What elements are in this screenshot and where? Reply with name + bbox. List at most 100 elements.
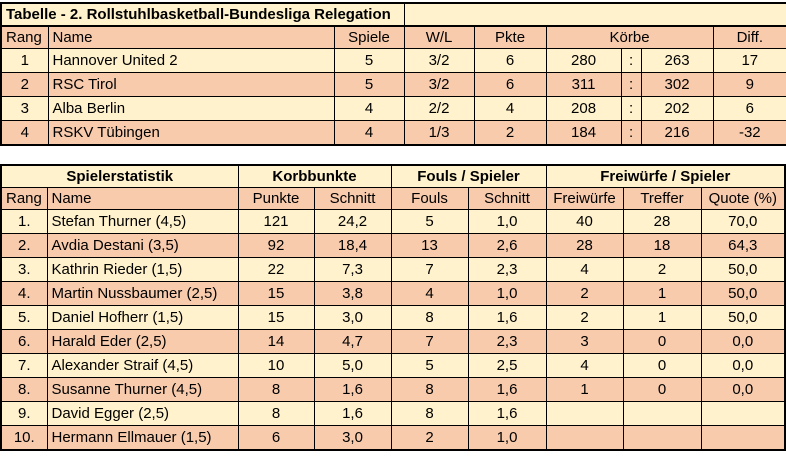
cell-fouls: 4 (390, 281, 469, 306)
table-row: 3 Alba Berlin 4 2/2 4 208 : 202 6 (0, 96, 786, 121)
cell-player-name: Avdia Destani (3,5) (46, 233, 239, 258)
cell-win-loss: 3/2 (403, 48, 475, 73)
header-baskets: Körbe (545, 25, 714, 49)
cell-freethrow-quote: 64,3 (700, 233, 786, 258)
cell-baskets-for: 280 (545, 48, 622, 73)
cell-points: 6 (473, 48, 547, 73)
cell-points-avg: 7,3 (313, 257, 392, 282)
cell-rank: 2. (0, 233, 48, 258)
cell-freethrows: 28 (545, 233, 624, 258)
cell-rank: 4. (0, 281, 48, 306)
cell-baskets-against: 302 (640, 72, 714, 97)
cell-fouls: 7 (390, 257, 469, 282)
header-fouls: Fouls (390, 187, 469, 210)
cell-freethrow-quote (700, 425, 786, 451)
cell-diff: 6 (712, 96, 786, 121)
header-games: Spiele (333, 25, 405, 49)
header-freethrows: Freiwürfe (545, 187, 624, 210)
cell-freethrow-quote: 0,0 (700, 377, 786, 402)
group-header-fouls: Fouls / Spieler (390, 164, 547, 188)
cell-freethrow-hits: 1 (622, 281, 702, 306)
header-diff: Diff. (712, 25, 786, 49)
cell-points-avg: 3,8 (313, 281, 392, 306)
cell-total-points: 121 (237, 209, 315, 234)
cell-player-name: Hermann Ellmauer (1,5) (46, 425, 239, 451)
cell-freethrow-hits: 28 (622, 209, 702, 234)
cell-fouls-avg: 1,0 (467, 209, 547, 234)
cell-baskets-for: 184 (545, 120, 622, 146)
cell-rank: 6. (0, 329, 48, 354)
cell-win-loss: 2/2 (403, 96, 475, 121)
cell-rank: 1 (0, 48, 49, 73)
cell-points-avg: 3,0 (313, 425, 392, 451)
cell-freethrows (545, 401, 624, 426)
cell-fouls: 13 (390, 233, 469, 258)
cell-player-name: Harald Eder (2,5) (46, 329, 239, 354)
cell-rank: 9. (0, 401, 48, 426)
stats-header-row: Rang Name Punkte Schnitt Fouls Schnitt F… (0, 187, 786, 210)
table-row: 4 RSKV Tübingen 4 1/3 2 184 : 216 -32 (0, 120, 786, 146)
cell-freethrow-quote: 50,0 (700, 281, 786, 306)
cell-freethrows (545, 425, 624, 451)
cell-diff: 9 (712, 72, 786, 97)
cell-diff: 17 (712, 48, 786, 73)
table-row: 2 RSC Tirol 5 3/2 6 311 : 302 9 (0, 72, 786, 97)
cell-points-avg: 18,4 (313, 233, 392, 258)
standings-table: Tabelle - 2. Rollstuhlbasketball-Bundesl… (0, 2, 786, 146)
table-row: 6. Harald Eder (2,5) 14 4,7 7 2,3 3 0 0,… (0, 329, 786, 354)
cell-fouls-avg: 2,6 (467, 233, 547, 258)
colon-separator: : (620, 72, 642, 97)
cell-freethrow-hits: 2 (622, 257, 702, 282)
cell-points: 2 (473, 120, 547, 146)
cell-freethrow-hits: 0 (622, 353, 702, 378)
cell-points-avg: 24,2 (313, 209, 392, 234)
colon-separator: : (620, 48, 642, 73)
colon-separator: : (620, 96, 642, 121)
cell-games: 4 (333, 96, 405, 121)
table-row: 1. Stefan Thurner (4,5) 121 24,2 5 1,0 4… (0, 209, 786, 234)
header-rank: Rang (0, 187, 48, 210)
table-row: 4. Martin Nussbaumer (2,5) 15 3,8 4 1,0 … (0, 281, 786, 306)
cell-rank: 3. (0, 257, 48, 282)
header-fouls-avg: Schnitt (467, 187, 547, 210)
cell-freethrows: 3 (545, 329, 624, 354)
cell-total-points: 8 (237, 401, 315, 426)
cell-fouls: 8 (390, 401, 469, 426)
group-header-basket-points: Korbbunkte (237, 164, 392, 188)
cell-freethrow-quote (700, 401, 786, 426)
header-player-name: Name (46, 187, 239, 210)
header-points-avg: Schnitt (313, 187, 392, 210)
cell-player-name: Alexander Straif (4,5) (46, 353, 239, 378)
cell-freethrow-hits (622, 425, 702, 451)
header-win-loss: W/L (403, 25, 475, 49)
cell-freethrows: 4 (545, 257, 624, 282)
cell-games: 4 (333, 120, 405, 146)
cell-rank: 1. (0, 209, 48, 234)
cell-win-loss: 3/2 (403, 72, 475, 97)
table-row: 7. Alexander Straif (4,5) 10 5,0 5 2,5 4… (0, 353, 786, 378)
cell-diff: -32 (712, 120, 786, 146)
cell-fouls: 5 (390, 353, 469, 378)
cell-fouls-avg: 1,0 (467, 425, 547, 451)
cell-total-points: 14 (237, 329, 315, 354)
cell-fouls-avg: 1,6 (467, 377, 547, 402)
cell-freethrow-hits (622, 401, 702, 426)
cell-baskets-for: 208 (545, 96, 622, 121)
cell-rank: 2 (0, 72, 49, 97)
cell-team-name: RSKV Tübingen (47, 120, 335, 146)
table-row: 9. David Egger (2,5) 8 1,6 8 1,6 (0, 401, 786, 426)
cell-player-name: Daniel Hofherr (1,5) (46, 305, 239, 330)
cell-freethrow-hits: 0 (622, 377, 702, 402)
cell-points-avg: 1,6 (313, 401, 392, 426)
cell-games: 5 (333, 72, 405, 97)
cell-rank: 10. (0, 425, 48, 451)
cell-freethrow-quote: 0,0 (700, 353, 786, 378)
cell-total-points: 15 (237, 305, 315, 330)
cell-freethrows: 1 (545, 377, 624, 402)
cell-points: 4 (473, 96, 547, 121)
header-rank: Rang (0, 25, 49, 49)
cell-rank: 8. (0, 377, 48, 402)
table-row: 5. Daniel Hofherr (1,5) 15 3,0 8 1,6 2 1… (0, 305, 786, 330)
cell-freethrow-quote: 70,0 (700, 209, 786, 234)
cell-games: 5 (333, 48, 405, 73)
